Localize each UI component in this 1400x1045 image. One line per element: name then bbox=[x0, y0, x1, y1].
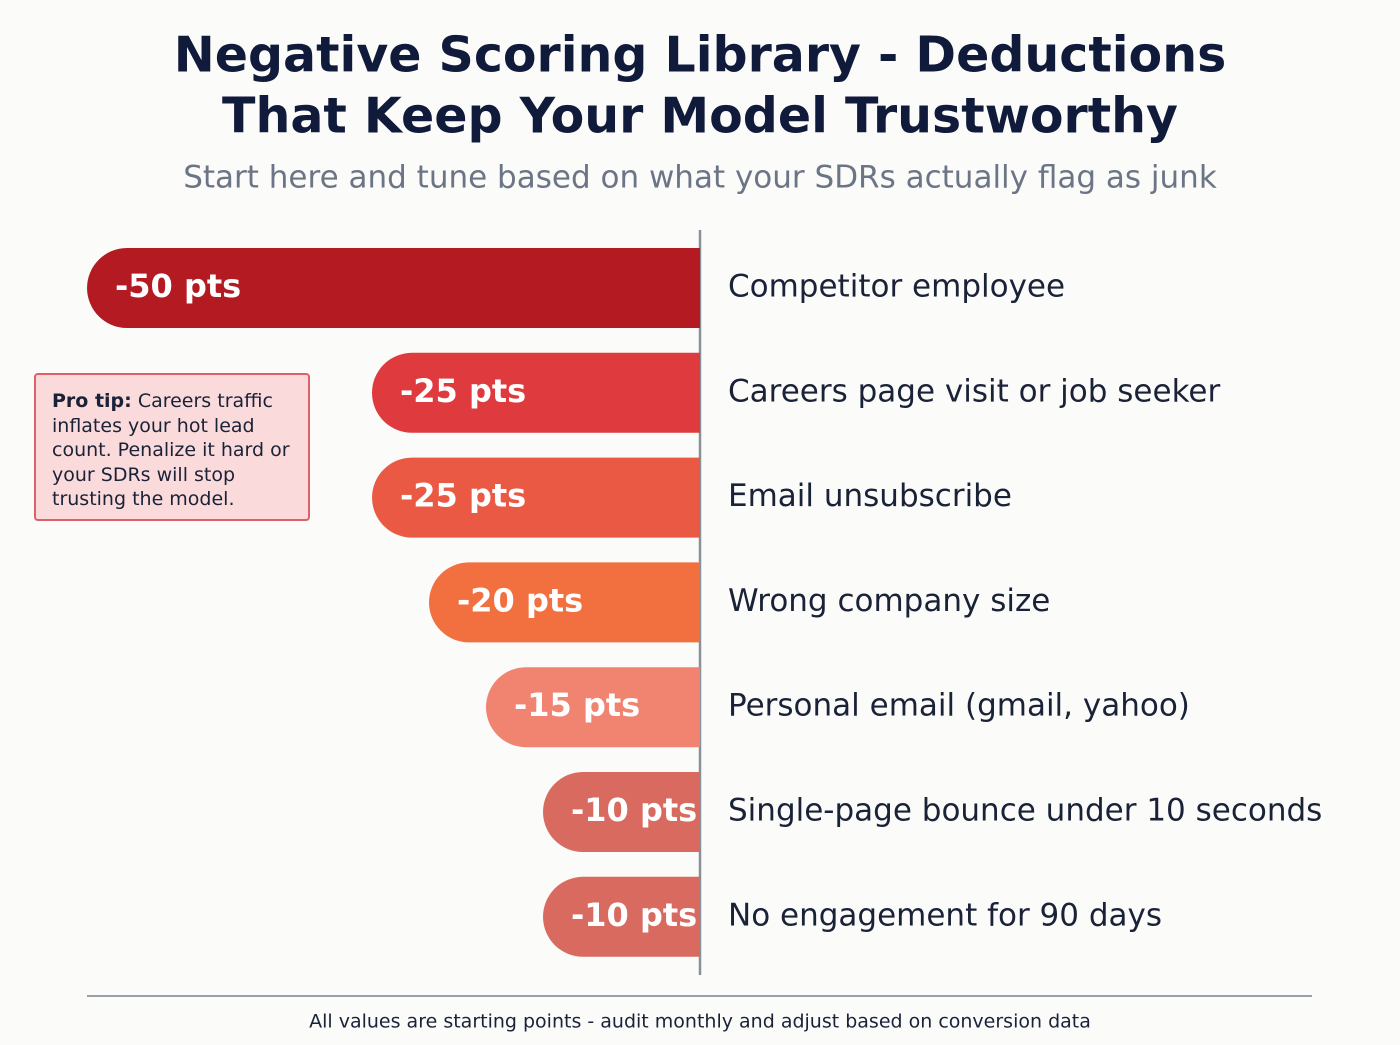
bar bbox=[372, 352, 700, 433]
chart-title: That Keep Your Model Trustworthy bbox=[222, 88, 1178, 145]
category-label: Careers page visit or job seeker bbox=[728, 373, 1221, 409]
category-label: Competitor employee bbox=[728, 269, 1065, 305]
category-label: Single-page bounce under 10 seconds bbox=[728, 793, 1322, 829]
chart-subtitle: Start here and tune based on what your S… bbox=[183, 160, 1217, 196]
value-label: -25 pts bbox=[400, 477, 526, 515]
category-label: Email unsubscribe bbox=[728, 478, 1012, 514]
footnote: All values are starting points - audit m… bbox=[309, 1011, 1091, 1033]
value-label: -20 pts bbox=[457, 581, 583, 619]
bar bbox=[429, 562, 700, 643]
bar bbox=[87, 248, 701, 328]
value-label: -10 pts bbox=[571, 791, 697, 829]
bar bbox=[486, 667, 700, 748]
pro-tip: Pro tip: Careers traffic inflates your h… bbox=[34, 373, 310, 521]
value-label: -15 pts bbox=[514, 686, 640, 724]
category-label: No engagement for 90 days bbox=[728, 897, 1162, 933]
bar bbox=[543, 772, 700, 852]
pro-tip-label: Pro tip: bbox=[52, 390, 132, 412]
pro-tip-text: Careers traffic inflates your hot lead c… bbox=[52, 390, 290, 510]
category-label: Personal email (gmail, yahoo) bbox=[728, 688, 1190, 724]
value-label: -50 pts bbox=[115, 267, 241, 305]
category-label: Wrong company size bbox=[728, 583, 1050, 619]
bar bbox=[543, 876, 700, 957]
bar bbox=[372, 457, 700, 538]
value-label: -25 pts bbox=[400, 372, 526, 410]
chart-title: Negative Scoring Library - Deductions bbox=[174, 27, 1227, 84]
value-label: -10 pts bbox=[571, 896, 697, 934]
